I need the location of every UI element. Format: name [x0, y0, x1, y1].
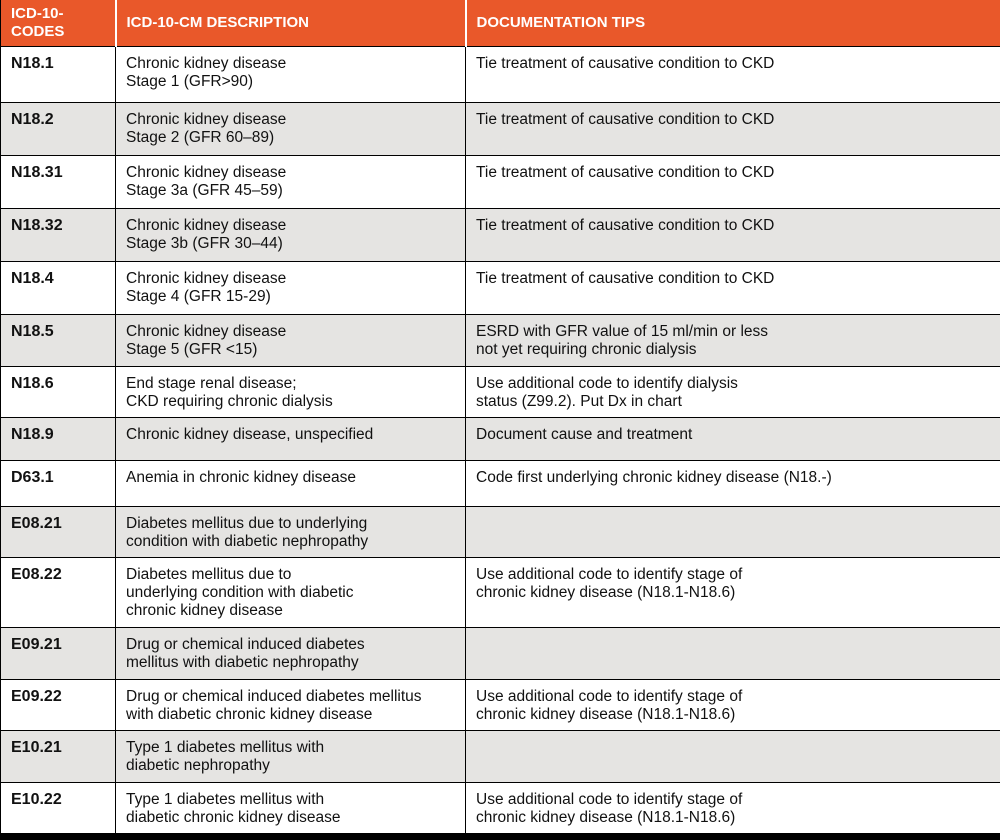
table-row: E09.22 Drug or chemical induced diabetes… [1, 680, 1000, 731]
table-row: E09.21 Drug or chemical induced diabetes… [1, 628, 1000, 680]
description-cell: Chronic kidney disease Stage 3a (GFR 45–… [116, 156, 466, 209]
code-cell: N18.4 [1, 262, 116, 315]
description-cell: Chronic kidney disease Stage 4 (GFR 15-2… [116, 262, 466, 315]
code-cell: E09.22 [1, 680, 116, 731]
description-cell: Anemia in chronic kidney disease [116, 461, 466, 507]
code-cell: E09.21 [1, 628, 116, 680]
table-row: E10.21 Type 1 diabetes mellitus with dia… [1, 731, 1000, 783]
code-cell: D63.1 [1, 461, 116, 507]
tips-cell: Use additional code to identify stage of… [466, 558, 1000, 628]
table-row: N18.32 Chronic kidney disease Stage 3b (… [1, 209, 1000, 262]
tips-cell: Use additional code to identify dialysis… [466, 367, 1000, 418]
tips-cell: Code first underlying chronic kidney dis… [466, 461, 1000, 507]
table-row: N18.6 End stage renal disease; CKD requi… [1, 367, 1000, 418]
table-row: E10.22 Type 1 diabetes mellitus with dia… [1, 783, 1000, 834]
tips-cell: Tie treatment of causative condition to … [466, 156, 1000, 209]
table-row: D63.1 Anemia in chronic kidney disease C… [1, 461, 1000, 507]
code-cell: N18.6 [1, 367, 116, 418]
code-cell: N18.9 [1, 418, 116, 461]
description-cell: End stage renal disease; CKD requiring c… [116, 367, 466, 418]
table-body: N18.1 Chronic kidney disease Stage 1 (GF… [1, 47, 1000, 834]
description-cell: Drug or chemical induced diabetes mellit… [116, 628, 466, 680]
description-cell: Type 1 diabetes mellitus with diabetic c… [116, 783, 466, 834]
tips-cell: Document cause and treatment [466, 418, 1000, 461]
table-row: N18.4 Chronic kidney disease Stage 4 (GF… [1, 262, 1000, 315]
column-header-tips: DOCUMENTATION TIPS [466, 0, 1000, 47]
code-cell: N18.5 [1, 315, 116, 367]
code-cell: E10.21 [1, 731, 116, 783]
table-row: E08.22 Diabetes mellitus due to underlyi… [1, 558, 1000, 628]
column-header-description: ICD-10-CM DESCRIPTION [116, 0, 466, 47]
tips-cell: Tie treatment of causative condition to … [466, 103, 1000, 156]
header-row: ICD-10-CODES ICD-10-CM DESCRIPTION DOCUM… [1, 0, 1000, 47]
code-cell: E08.21 [1, 507, 116, 558]
table-row: N18.5 Chronic kidney disease Stage 5 (GF… [1, 315, 1000, 367]
description-cell: Chronic kidney disease Stage 5 (GFR <15) [116, 315, 466, 367]
tips-cell: Tie treatment of causative condition to … [466, 209, 1000, 262]
description-cell: Diabetes mellitus due to underlying cond… [116, 507, 466, 558]
table-row: N18.1 Chronic kidney disease Stage 1 (GF… [1, 47, 1000, 103]
bottom-border-rule [0, 834, 1000, 840]
tips-cell [466, 628, 1000, 680]
description-cell: Chronic kidney disease Stage 2 (GFR 60–8… [116, 103, 466, 156]
tips-cell: Use additional code to identify stage of… [466, 680, 1000, 731]
tips-cell: Tie treatment of causative condition to … [466, 262, 1000, 315]
tips-cell: Tie treatment of causative condition to … [466, 47, 1000, 103]
description-cell: Drug or chemical induced diabetes mellit… [116, 680, 466, 731]
tips-cell [466, 507, 1000, 558]
table-header: ICD-10-CODES ICD-10-CM DESCRIPTION DOCUM… [1, 0, 1000, 47]
description-cell: Chronic kidney disease, unspecified [116, 418, 466, 461]
code-cell: N18.31 [1, 156, 116, 209]
table-row: N18.2 Chronic kidney disease Stage 2 (GF… [1, 103, 1000, 156]
tips-cell: Use additional code to identify stage of… [466, 783, 1000, 834]
table-row: N18.9 Chronic kidney disease, unspecifie… [1, 418, 1000, 461]
column-header-codes: ICD-10-CODES [1, 0, 116, 47]
code-cell: E10.22 [1, 783, 116, 834]
description-cell: Chronic kidney disease Stage 3b (GFR 30–… [116, 209, 466, 262]
tips-cell: ESRD with GFR value of 15 ml/min or less… [466, 315, 1000, 367]
description-cell: Type 1 diabetes mellitus with diabetic n… [116, 731, 466, 783]
description-cell: Diabetes mellitus due to underlying cond… [116, 558, 466, 628]
code-cell: N18.1 [1, 47, 116, 103]
description-cell: Chronic kidney disease Stage 1 (GFR>90) [116, 47, 466, 103]
code-cell: N18.32 [1, 209, 116, 262]
code-cell: E08.22 [1, 558, 116, 628]
table-row: E08.21 Diabetes mellitus due to underlyi… [1, 507, 1000, 558]
tips-cell [466, 731, 1000, 783]
table-row: N18.31 Chronic kidney disease Stage 3a (… [1, 156, 1000, 209]
code-cell: N18.2 [1, 103, 116, 156]
